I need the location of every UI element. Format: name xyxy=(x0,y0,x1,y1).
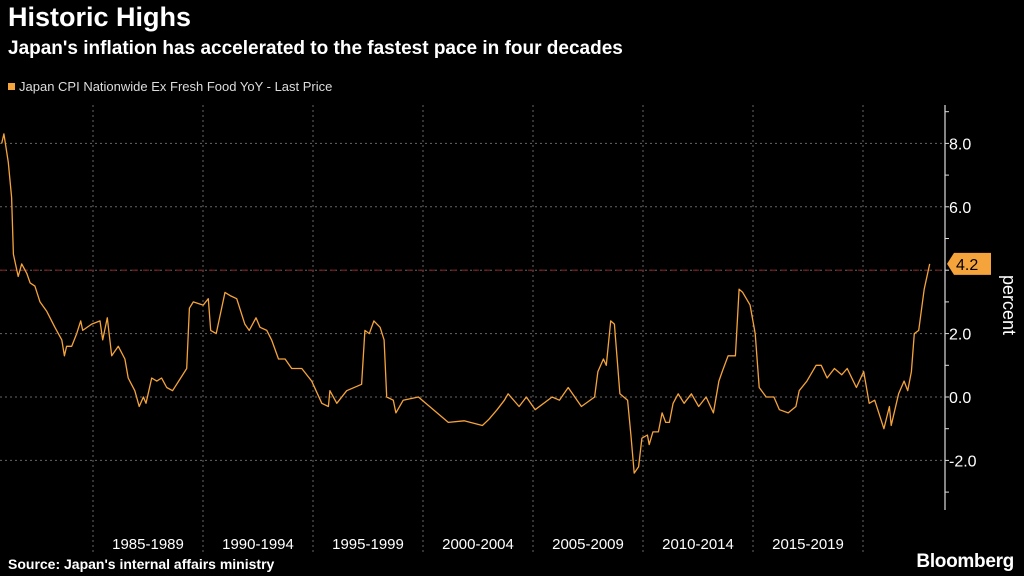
y-tick-label: 6.0 xyxy=(949,200,971,217)
x-tick-label: 1990-1994 xyxy=(222,536,294,553)
x-tick-label: 2010-2014 xyxy=(662,536,734,553)
chart-subtitle: Japan's inflation has accelerated to the… xyxy=(8,38,623,59)
last-value-label: 4.2 xyxy=(956,257,978,274)
x-tick-label: 1985-1989 xyxy=(112,536,184,553)
legend-label: Japan CPI Nationwide Ex Fresh Food YoY -… xyxy=(19,79,333,94)
x-tick-label: 1995-1999 xyxy=(332,536,404,553)
legend-swatch xyxy=(8,83,15,90)
legend: Japan CPI Nationwide Ex Fresh Food YoY -… xyxy=(8,79,332,94)
x-tick-label: 2005-2009 xyxy=(552,536,624,553)
x-tick-label: 2015-2019 xyxy=(772,536,844,553)
y-tick-label: -2.0 xyxy=(949,453,977,470)
x-tick-label: 2000-2004 xyxy=(442,536,514,553)
y-tick-label: 0.0 xyxy=(949,390,971,407)
last-value-badge xyxy=(947,252,991,275)
source-note: Source: Japan's internal affairs ministr… xyxy=(8,556,275,572)
bloomberg-logo: Bloomberg xyxy=(916,551,1014,572)
series-line xyxy=(1,133,931,474)
chart-title: Historic Highs xyxy=(8,2,192,32)
y-axis-label: percent xyxy=(999,275,1019,335)
y-tick-label: 2.0 xyxy=(949,327,971,344)
y-tick-label: 8.0 xyxy=(949,136,971,153)
